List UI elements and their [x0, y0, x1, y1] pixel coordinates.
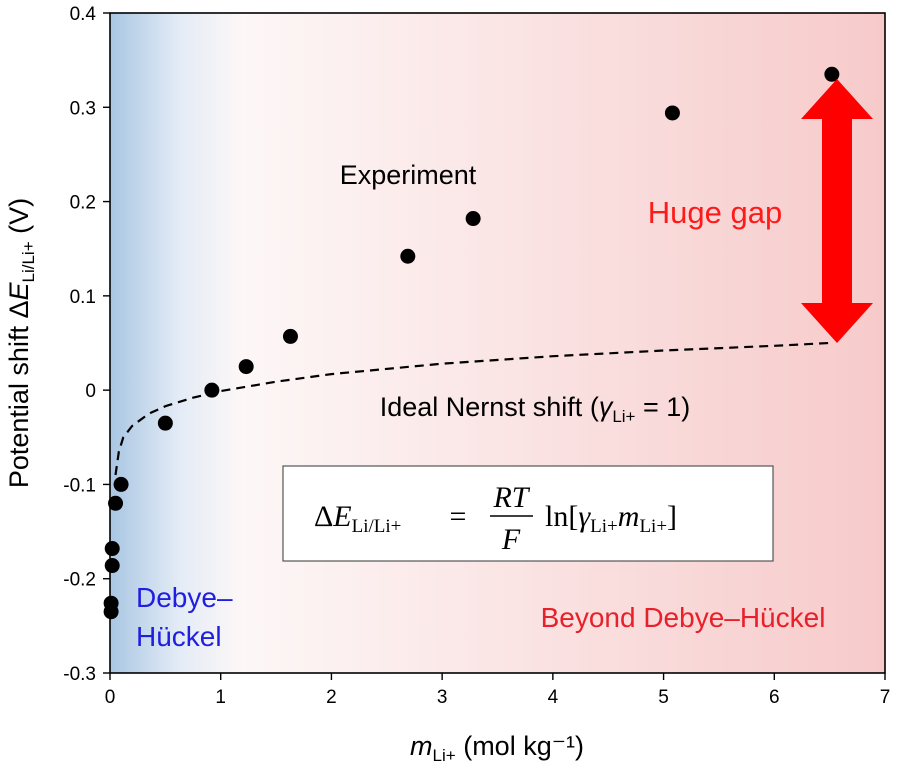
- x-axis-ticks: 0 1 2 3 4 5 6 7: [105, 673, 891, 708]
- plot-frame: [109, 12, 886, 674]
- experiment-point: [824, 66, 840, 82]
- y-axis-ticks: 0.4 0.3 0.2 0.1 0 -0.1 -0.2 -0.3: [63, 4, 110, 685]
- x-tick-label: 5: [658, 687, 669, 708]
- y-tick-label: -0.3: [63, 664, 96, 685]
- y-tick-label: 0.4: [70, 4, 97, 25]
- y-tick-label: -0.1: [63, 475, 96, 496]
- nernst-curve-line: [114, 341, 830, 476]
- x-tick-label: 1: [215, 687, 226, 708]
- debye-region-label-line1: Debye–: [136, 582, 233, 613]
- experiment-point: [103, 595, 119, 611]
- nernst-label: Ideal Nernst shift (γLi+ = 1): [380, 392, 691, 426]
- x-tick-label: 6: [769, 687, 780, 708]
- experiment-point: [113, 476, 129, 492]
- experiment-point: [465, 211, 481, 227]
- equation-numerator: RT: [492, 481, 530, 514]
- nernst-curve-layer: [114, 341, 830, 476]
- experiment-point: [157, 415, 173, 431]
- y-tick-label: -0.2: [63, 570, 96, 591]
- equation-denominator: F: [501, 523, 521, 556]
- experiment-point: [204, 382, 220, 398]
- plot-background: [110, 13, 885, 673]
- y-tick-label: 0: [85, 381, 96, 402]
- debye-region-label-line2: Hückel: [136, 621, 222, 652]
- experiment-point: [282, 328, 298, 344]
- y-axis-title: Potential shift ΔELi/Li+ (V): [4, 198, 38, 488]
- experiment-point: [664, 105, 680, 121]
- x-axis-title: mLi+ (mol kg⁻¹): [410, 731, 584, 765]
- equation-lhs: ΔELi/Li+: [314, 500, 401, 537]
- equation-equals: =: [450, 500, 467, 533]
- experiment-points-layer: [103, 66, 840, 620]
- huge-gap-label: Huge gap: [648, 195, 782, 230]
- y-tick-label: 0.1: [70, 287, 96, 308]
- y-tick-label: 0.3: [70, 98, 96, 119]
- x-tick-label: 3: [437, 687, 448, 708]
- experiment-label: Experiment: [340, 160, 477, 190]
- equation-box: ΔELi/Li+ = RT F ln[γLi+mLi+]: [282, 465, 774, 562]
- y-tick-label: 0.2: [70, 193, 96, 214]
- experiment-point: [400, 248, 416, 264]
- x-tick-label: 4: [548, 687, 559, 708]
- x-tick-label: 0: [105, 687, 116, 708]
- experiment-point: [104, 541, 120, 557]
- x-tick-label: 2: [326, 687, 337, 708]
- equation-rhs: ln[γLi+mLi+]: [545, 500, 677, 537]
- experiment-point: [104, 558, 120, 574]
- x-tick-label: 7: [880, 687, 891, 708]
- huge-gap-arrow: [801, 79, 873, 343]
- experiment-point: [238, 359, 254, 375]
- experiment-point: [108, 495, 124, 511]
- beyond-debye-region-label: Beyond Debye–Hückel: [541, 602, 826, 633]
